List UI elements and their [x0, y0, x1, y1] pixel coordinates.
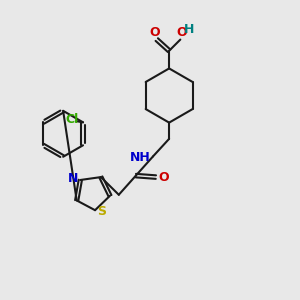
Text: N: N: [68, 172, 78, 185]
Text: NH: NH: [130, 152, 151, 164]
Text: O: O: [176, 26, 187, 39]
Text: O: O: [149, 26, 160, 39]
Text: Cl: Cl: [65, 113, 79, 127]
Text: H: H: [184, 23, 194, 36]
Text: S: S: [98, 205, 106, 218]
Text: O: O: [159, 171, 170, 184]
